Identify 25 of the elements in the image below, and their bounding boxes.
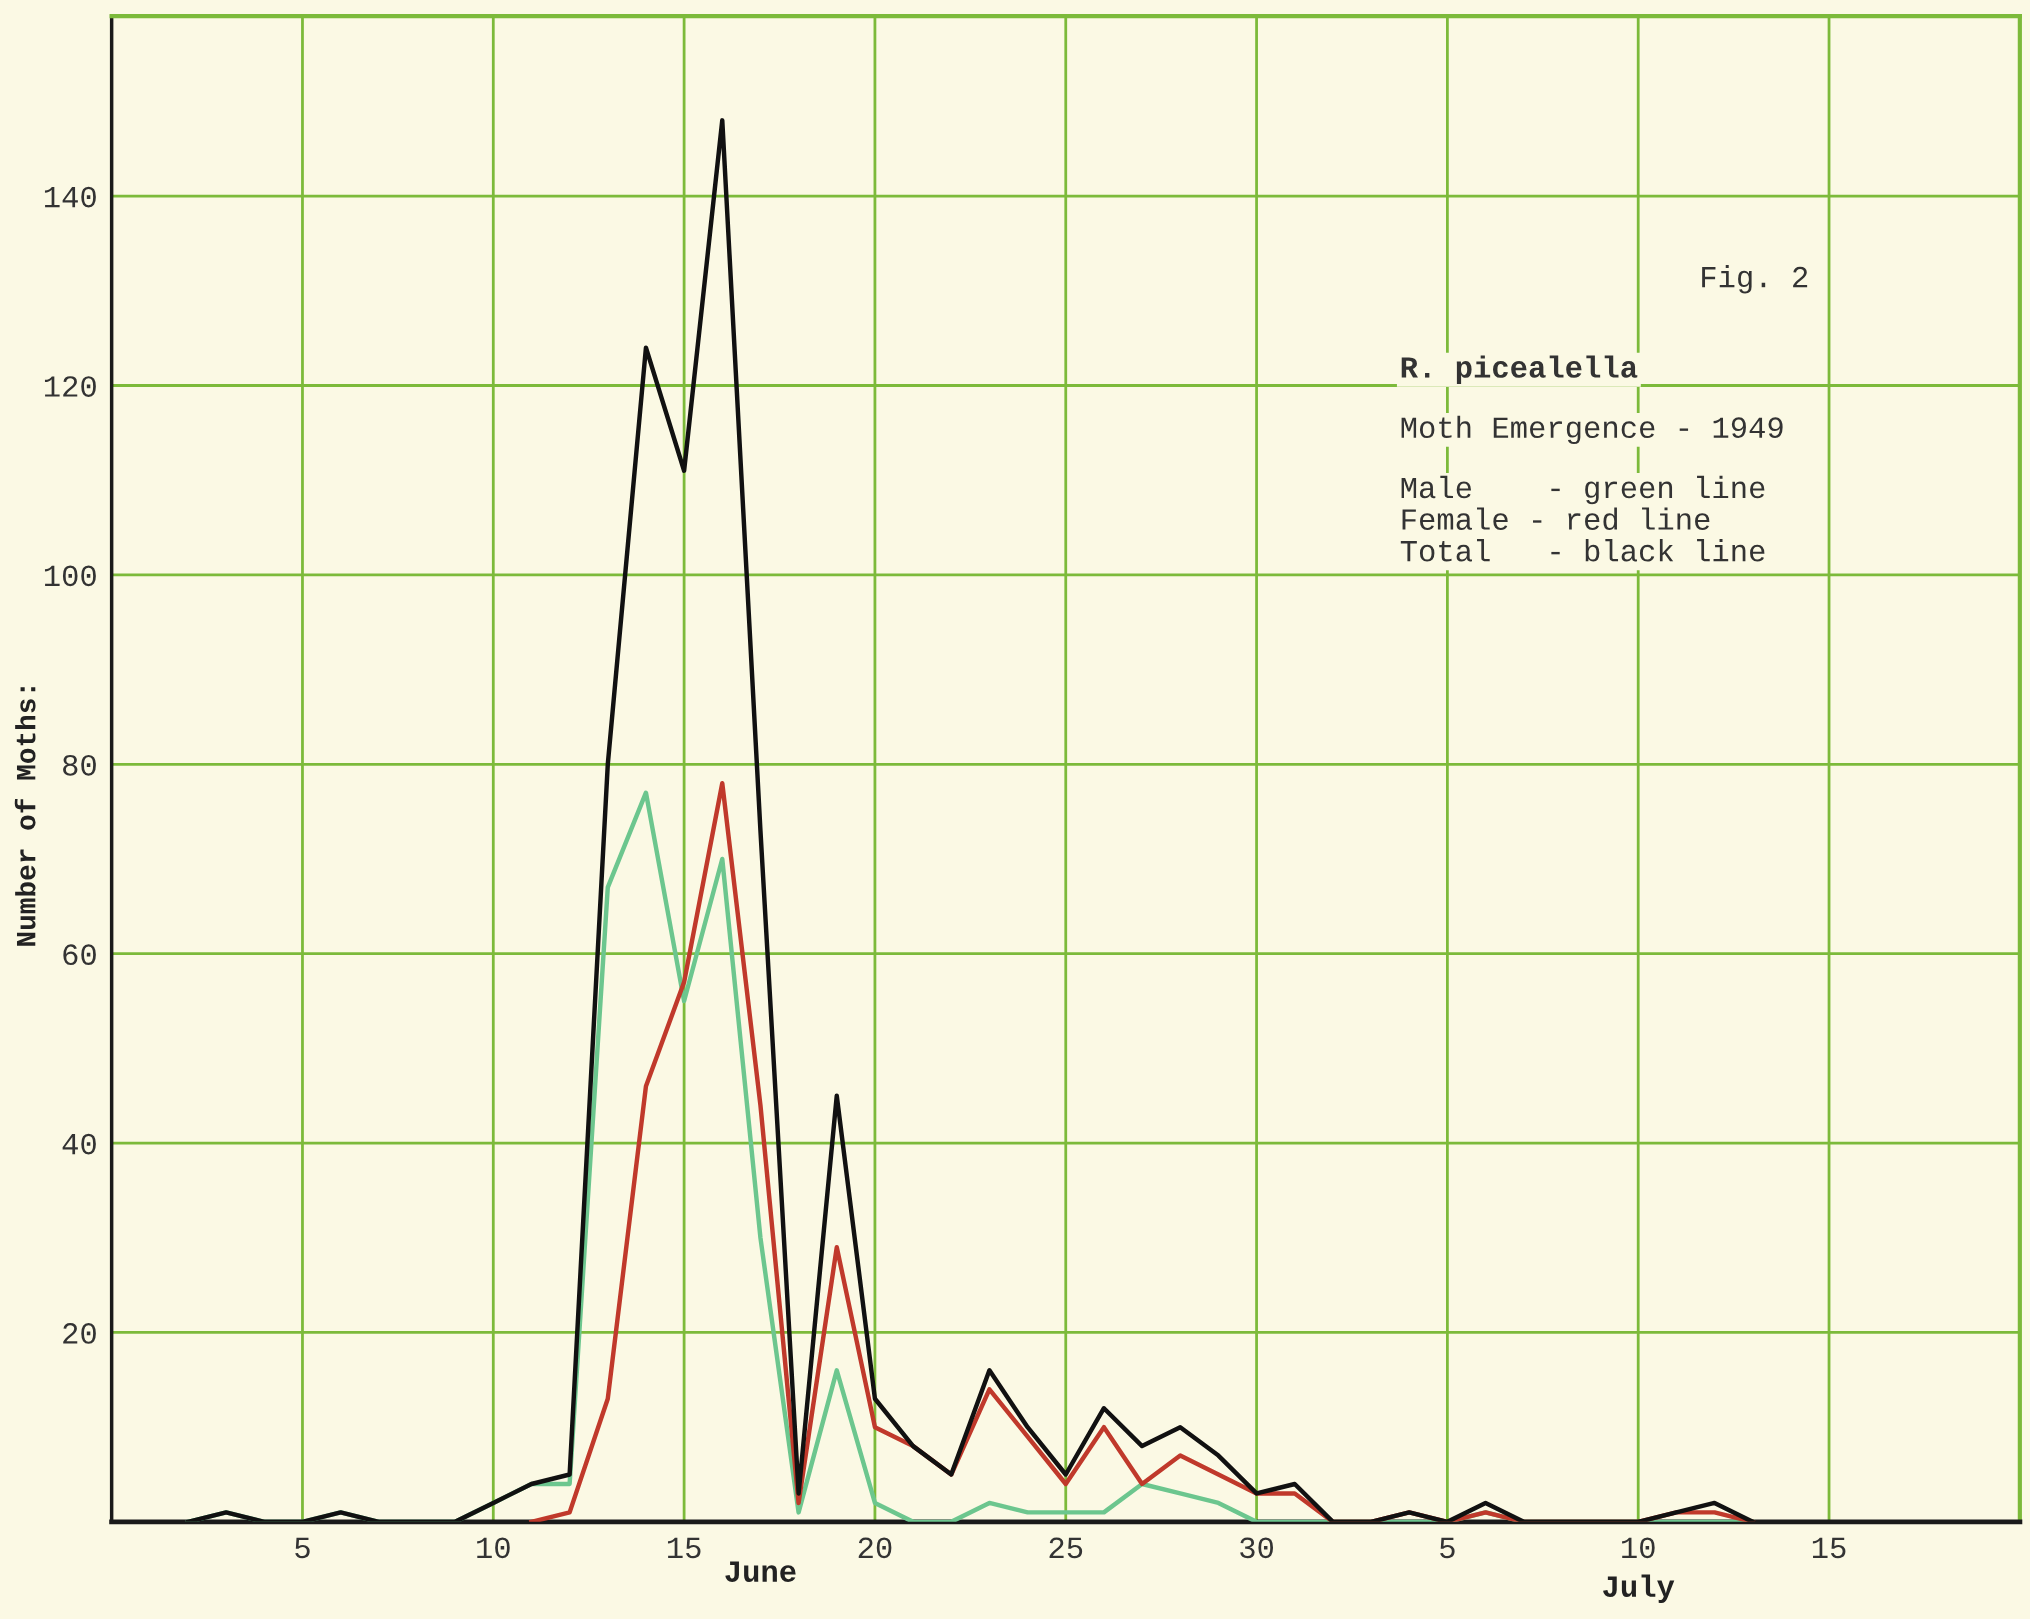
y-axis-title: Number of Moths: xyxy=(14,687,36,946)
x-tick-label: 15 xyxy=(667,1537,701,1559)
annotation: Total - black line xyxy=(1400,539,1765,562)
annotation: Fig. 2 xyxy=(1702,265,1808,294)
x-tick-label: 25 xyxy=(1049,1537,1083,1559)
y-tick-label: 60 xyxy=(63,944,96,966)
y-tick-label: 20 xyxy=(63,1323,96,1344)
annotation: Female - red line xyxy=(1402,507,1710,531)
annotation: Male - green line xyxy=(1401,475,1765,505)
y-tick-label: 100 xyxy=(44,565,96,587)
text: July xyxy=(1603,1574,1675,1604)
x-tick-label: 30 xyxy=(1240,1537,1274,1559)
x-tick-label: 10 xyxy=(477,1537,510,1559)
text: Moth Emergence - 1949 xyxy=(1401,415,1783,445)
x-axis-title: June xyxy=(725,1561,796,1582)
y-tick-label: 40 xyxy=(62,1133,96,1155)
text: R. picealella xyxy=(1401,355,1638,384)
x-tick-label: 10 xyxy=(1622,1537,1655,1559)
y-tick-label: 120 xyxy=(44,376,96,397)
x-tick-label: 20 xyxy=(858,1537,892,1559)
x-tick-label: 15 xyxy=(1812,1537,1846,1559)
x-tick-label: 5 xyxy=(1440,1537,1455,1559)
x-tick-label: 5 xyxy=(295,1537,310,1559)
y-tick-label: 140 xyxy=(44,186,96,208)
y-tick-label: 80 xyxy=(63,754,96,776)
